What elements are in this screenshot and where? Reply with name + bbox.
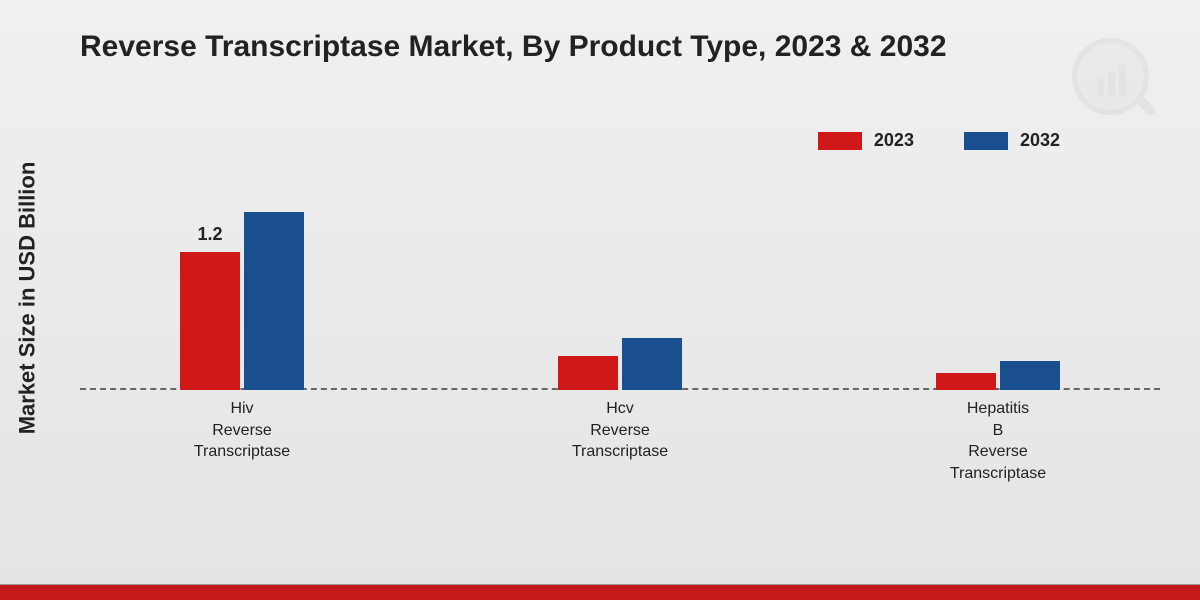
- legend-item-2032: 2032: [964, 130, 1060, 151]
- footer-accent-bar: [0, 584, 1200, 600]
- legend: 2023 2032: [818, 130, 1060, 151]
- x-category-label: Hepatitis B Reverse Transcriptase: [950, 398, 1046, 484]
- legend-item-2023: 2023: [818, 130, 914, 151]
- plot-area: 1.2: [80, 160, 1160, 390]
- bar-2023: [936, 373, 996, 390]
- bar-value-label: 1.2: [197, 224, 222, 245]
- bar-group: [936, 361, 1060, 390]
- bar-2032: [1000, 361, 1060, 390]
- legend-swatch-2032: [964, 132, 1008, 150]
- bar-2032: [622, 338, 682, 390]
- bar-group: [558, 338, 682, 390]
- y-axis-label-container: Market Size in USD Billion: [12, 95, 42, 500]
- legend-label-2023: 2023: [874, 130, 914, 151]
- x-category-label: Hcv Reverse Transcriptase: [572, 398, 668, 463]
- bar-2023: [558, 356, 618, 391]
- bar-2023: 1.2: [180, 252, 240, 390]
- legend-label-2032: 2032: [1020, 130, 1060, 151]
- x-category-label: Hiv Reverse Transcriptase: [194, 398, 290, 463]
- bar-group: 1.2: [180, 212, 304, 390]
- bar-2032: [244, 212, 304, 390]
- y-axis-label: Market Size in USD Billion: [14, 161, 40, 434]
- chart-title: Reverse Transcriptase Market, By Product…: [80, 30, 947, 64]
- brand-logo: [1070, 36, 1160, 126]
- legend-swatch-2023: [818, 132, 862, 150]
